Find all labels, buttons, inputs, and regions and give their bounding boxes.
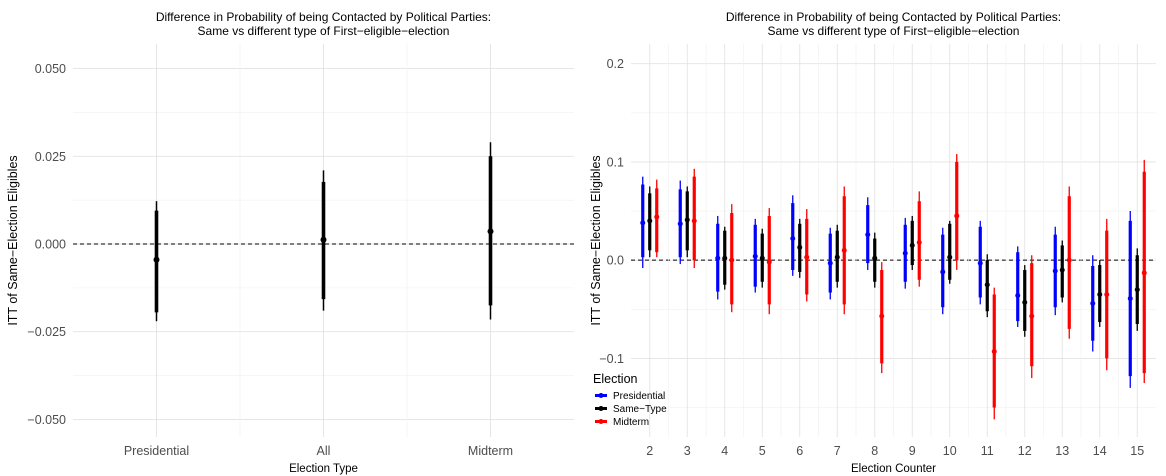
x-tick-label: 9 [909, 444, 916, 458]
x-axis-label: Election Counter [851, 463, 936, 475]
x-tick-label: 15 [1130, 444, 1144, 458]
y-tick-label: −0.1 [599, 352, 624, 366]
point-estimate-0 [902, 250, 908, 256]
point-estimate-0 [977, 260, 983, 266]
point-estimate-1 [797, 244, 803, 250]
legend-label: Midterm [613, 417, 649, 428]
point-estimate-0 [715, 255, 721, 261]
x-tick-label: Midterm [468, 444, 513, 458]
chart-title-line-2: Same vs different type of First−eligible… [198, 24, 450, 38]
legend-label: Presidential [613, 391, 665, 402]
chart-title-line-1: Difference in Probability of being Conta… [156, 10, 491, 24]
y-tick-label: 0.050 [35, 62, 66, 76]
point-estimate-2 [841, 247, 847, 253]
point-estimate-0 [1015, 293, 1021, 299]
point-estimate-2 [729, 257, 735, 263]
point-estimate-0 [752, 253, 758, 259]
chart-right-election-counter: Difference in Probability of being Conta… [589, 10, 1156, 475]
point-estimate-1 [834, 254, 840, 260]
x-tick-label: 6 [796, 444, 803, 458]
y-tick-label: 0.000 [35, 238, 66, 252]
point-estimate-2 [654, 214, 660, 220]
legend-key-dot [598, 406, 604, 411]
point-estimate-0 [1127, 295, 1133, 301]
x-tick-label: 11 [981, 444, 994, 458]
point-estimate-2 [1066, 257, 1072, 263]
point-estimate-2 [804, 254, 810, 260]
x-tick-label: 4 [721, 444, 728, 458]
point-estimate-1 [684, 217, 690, 223]
point-estimate-1 [647, 218, 653, 224]
x-tick-label: All [317, 444, 331, 458]
point-estimate-1 [1134, 287, 1140, 293]
point-estimate-1 [722, 255, 728, 261]
x-axis-label: Election Type [289, 463, 358, 475]
point-estimate [487, 228, 494, 235]
x-tick-label: 7 [834, 444, 841, 458]
point-estimate-2 [916, 239, 922, 245]
y-tick-label: 0.2 [607, 57, 624, 71]
point-estimate-2 [1141, 270, 1147, 276]
legend-label: Same−Type [613, 404, 667, 415]
point-estimate-2 [1029, 313, 1035, 319]
legend-title: Election [593, 372, 638, 386]
point-estimate-1 [1059, 267, 1065, 273]
point-estimate-2 [691, 218, 697, 224]
y-tick-label: −0.025 [27, 325, 66, 339]
point-estimate-2 [879, 313, 885, 319]
x-tick-label: 3 [684, 444, 691, 458]
x-tick-label: 13 [1055, 444, 1069, 458]
point-estimate-1 [872, 255, 878, 261]
point-estimate-2 [1104, 292, 1110, 298]
point-estimate-0 [790, 236, 796, 242]
chart-title-line-2: Same vs different type of First−eligible… [768, 24, 1020, 38]
chart-title-line-1: Difference in Probability of being Conta… [726, 10, 1061, 24]
y-axis-label: ITT of Same−Election Eligibles [6, 155, 20, 325]
legend-key-dot [598, 393, 604, 398]
y-tick-label: 0.0 [607, 254, 624, 268]
point-estimate-0 [865, 232, 871, 238]
point-estimate-1 [1097, 292, 1103, 298]
x-tick-label: 14 [1093, 444, 1107, 458]
point-estimate-0 [677, 221, 683, 227]
point-estimate [320, 236, 327, 243]
chart-left-election-type: Difference in Probability of being Conta… [6, 10, 574, 475]
point-estimate-2 [766, 259, 772, 265]
y-tick-label: 0.025 [35, 150, 66, 164]
point-estimate-0 [1090, 300, 1096, 306]
point-estimate-2 [991, 349, 997, 355]
point-estimate-1 [947, 254, 953, 260]
point-estimate-2 [954, 213, 960, 219]
x-tick-label: 12 [1018, 444, 1032, 458]
point-estimate-0 [1052, 268, 1058, 274]
y-tick-label: −0.050 [27, 413, 66, 427]
x-tick-label: 5 [759, 444, 766, 458]
y-tick-label: 0.1 [607, 155, 624, 169]
point-estimate-1 [759, 255, 765, 261]
point-estimate [153, 256, 160, 263]
x-tick-label: 8 [871, 444, 878, 458]
point-estimate-1 [984, 282, 990, 288]
point-estimate-0 [640, 220, 646, 226]
point-estimate-0 [940, 269, 946, 275]
x-tick-label: 10 [943, 444, 957, 458]
x-tick-label: Presidential [124, 444, 189, 458]
y-axis-label: ITT of Same−Election Eligibles [589, 155, 603, 325]
x-tick-label: 2 [646, 444, 653, 458]
point-estimate-0 [827, 260, 833, 266]
point-estimate-1 [909, 242, 915, 248]
legend-key-dot [598, 419, 604, 424]
point-estimate-1 [1022, 299, 1028, 305]
